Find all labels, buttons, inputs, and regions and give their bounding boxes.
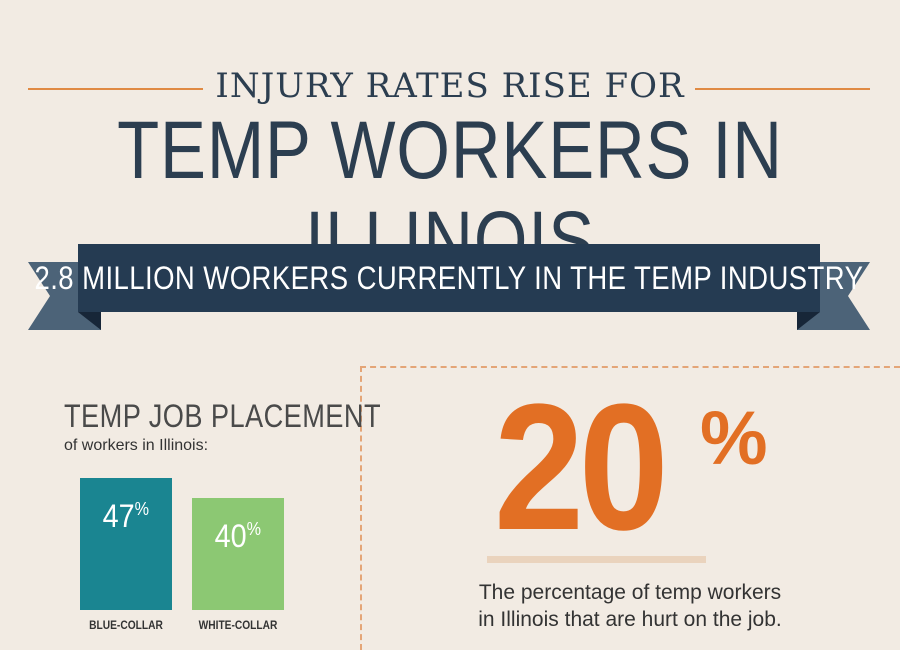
- header-rule-left: [28, 88, 203, 90]
- ribbon-fold-right: [797, 312, 820, 330]
- bar-value-blue-collar: 47%: [102, 498, 150, 534]
- placement-title: TEMP JOB PLACEMENT: [64, 398, 381, 434]
- bar-label-white-collar: WHITE-COLLAR: [198, 618, 278, 632]
- stat-description-line-1: The percentage of temp workers: [478, 581, 782, 604]
- stat-description: The percentage of temp workers in Illino…: [380, 579, 880, 633]
- bar-white-collar: 40%: [192, 497, 284, 610]
- divider-horizontal: [360, 366, 900, 368]
- banner-text: 2.8 MILLION WORKERS CURRENTLY IN THE TEM…: [34, 259, 864, 296]
- header-rule-right: [695, 88, 870, 90]
- bar-label-blue-collar: BLUE-COLLAR: [89, 618, 163, 632]
- stat-percent-sign: %: [700, 396, 768, 481]
- placement-subtitle: of workers in Illinois:: [64, 437, 209, 454]
- stat-description-line-2: in Illinois that are hurt on the job.: [478, 608, 782, 631]
- stat-number: 20: [494, 367, 669, 568]
- bar-blue-collar: 47%: [80, 478, 172, 610]
- stat-underline: [487, 556, 706, 563]
- divider-vertical: [360, 366, 362, 650]
- kicker-title: INJURY RATES RISE FOR: [215, 66, 685, 106]
- bar-value-white-collar: 40%: [214, 517, 262, 554]
- ribbon-fold-left: [78, 312, 101, 330]
- headline-banner: 2.8 MILLION WORKERS CURRENTLY IN THE TEM…: [35, 244, 863, 312]
